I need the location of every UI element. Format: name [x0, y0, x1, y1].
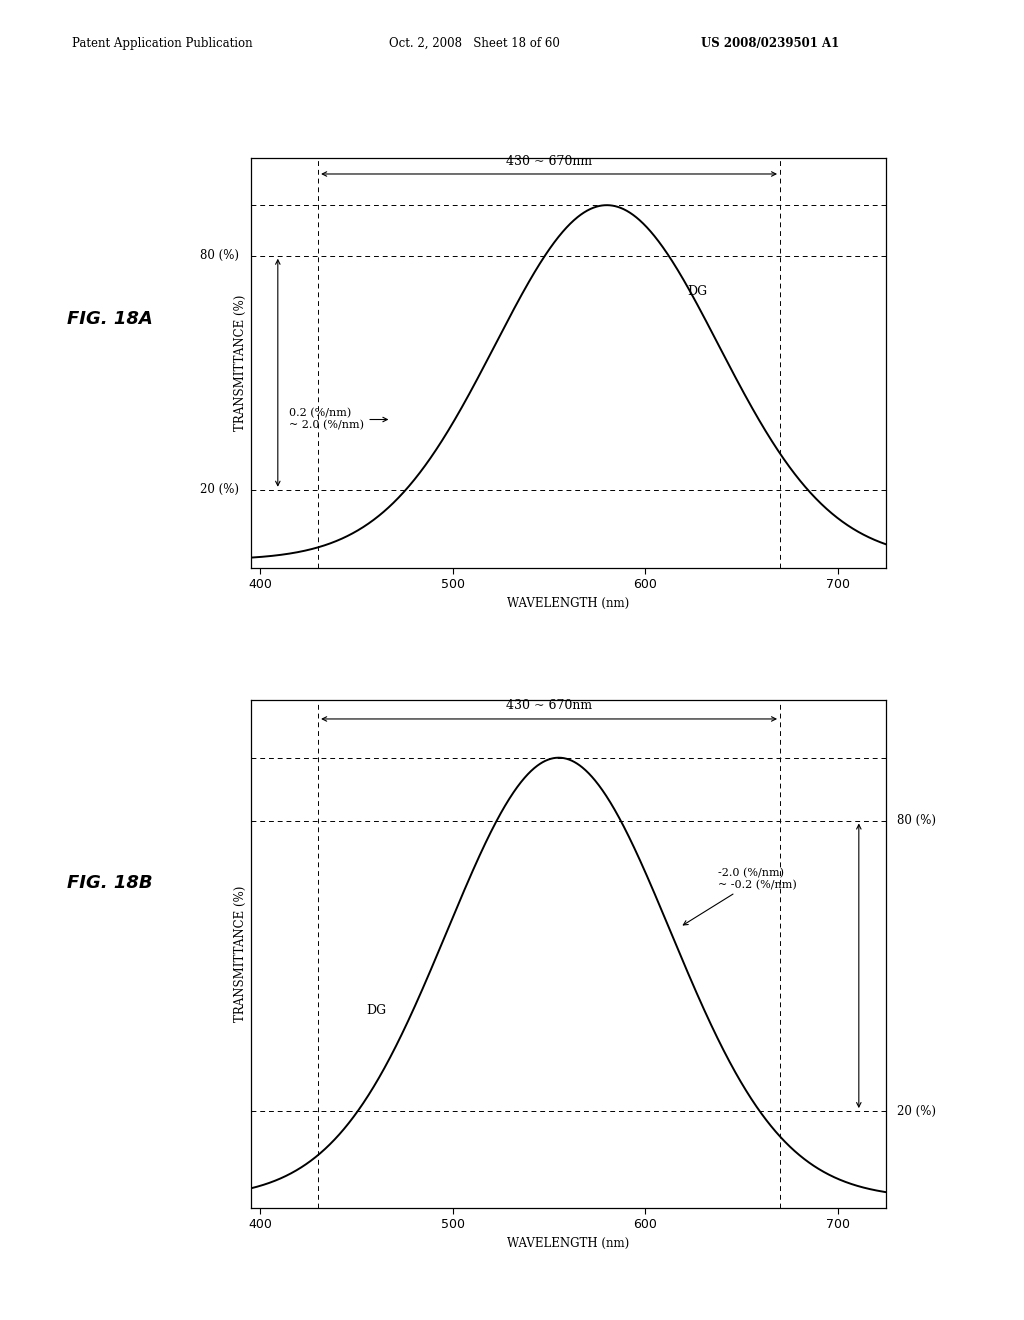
Text: FIG. 18B: FIG. 18B [67, 875, 153, 892]
Text: 80 (%): 80 (%) [897, 814, 936, 828]
Text: DG: DG [687, 285, 708, 298]
Text: 0.2 (%/nm)
~ 2.0 (%/nm): 0.2 (%/nm) ~ 2.0 (%/nm) [290, 408, 387, 430]
Text: 80 (%): 80 (%) [201, 249, 240, 263]
Y-axis label: TRANSMITTANCE (%): TRANSMITTANCE (%) [233, 886, 247, 1022]
Text: DG: DG [367, 1005, 386, 1018]
Text: FIG. 18A: FIG. 18A [67, 310, 153, 329]
Text: US 2008/0239501 A1: US 2008/0239501 A1 [701, 37, 840, 50]
Text: Oct. 2, 2008   Sheet 18 of 60: Oct. 2, 2008 Sheet 18 of 60 [389, 37, 560, 50]
Y-axis label: TRANSMITTANCE (%): TRANSMITTANCE (%) [233, 294, 247, 432]
Text: 20 (%): 20 (%) [201, 483, 240, 496]
Text: Patent Application Publication: Patent Application Publication [72, 37, 252, 50]
X-axis label: WAVELENGTH (nm): WAVELENGTH (nm) [507, 597, 630, 610]
X-axis label: WAVELENGTH (nm): WAVELENGTH (nm) [507, 1237, 630, 1250]
Text: 20 (%): 20 (%) [897, 1105, 936, 1118]
Text: -2.0 (%/nm)
~ -0.2 (%/nm): -2.0 (%/nm) ~ -0.2 (%/nm) [683, 867, 797, 925]
Text: 430 ~ 670nm: 430 ~ 670nm [506, 698, 592, 711]
Text: 430 ~ 670nm: 430 ~ 670nm [506, 156, 592, 168]
